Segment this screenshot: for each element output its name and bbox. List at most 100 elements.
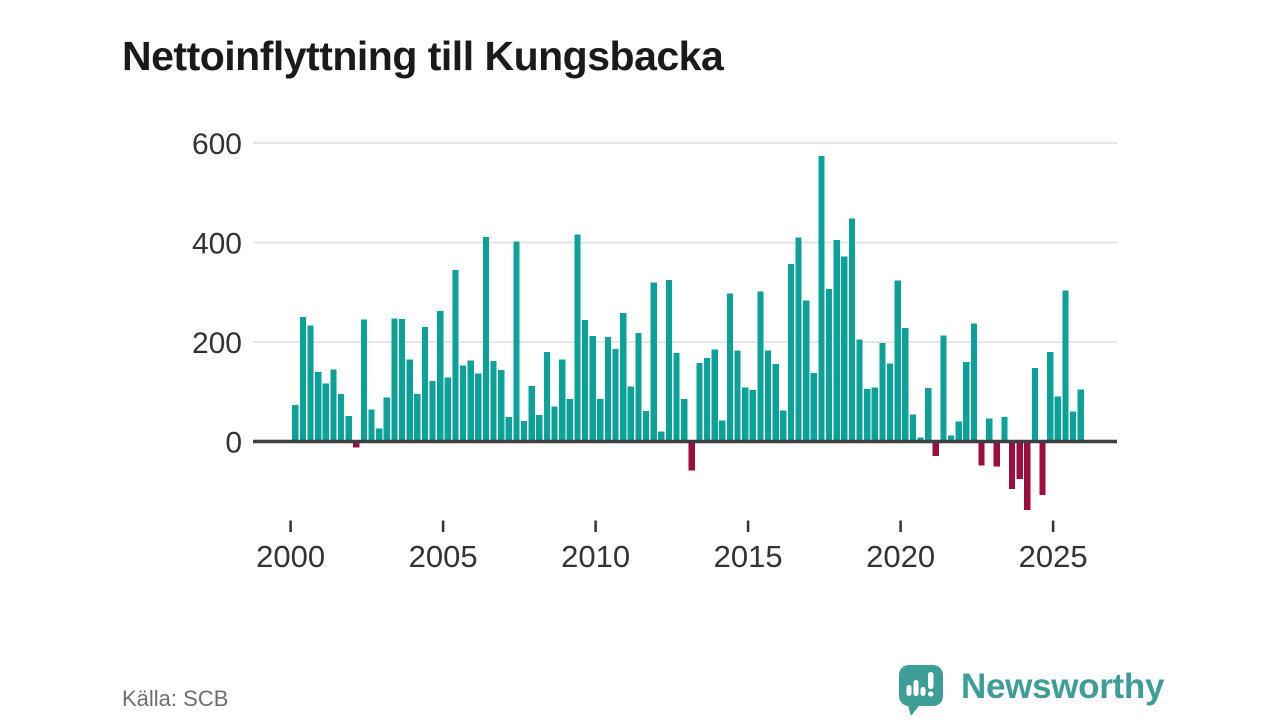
bar-84	[932, 441, 939, 456]
bar-26	[490, 360, 497, 442]
x-tick-label-2010: 2010	[561, 539, 630, 574]
bar-24	[475, 373, 482, 442]
bar-7	[345, 416, 352, 442]
bar-97	[1031, 367, 1039, 442]
bar-53	[696, 362, 703, 442]
bar-21	[452, 269, 459, 442]
bar-77	[879, 343, 886, 442]
y-tick-label-0: 0	[225, 427, 242, 460]
bar-10	[368, 409, 375, 442]
bar-36	[566, 399, 573, 442]
bar-65	[787, 263, 795, 442]
bar-102	[1069, 411, 1077, 442]
bar-62	[764, 350, 772, 442]
bar-96	[1024, 441, 1031, 511]
bar-90	[978, 441, 985, 466]
bar-82	[917, 437, 924, 442]
bar-68	[810, 372, 817, 442]
bar-1	[299, 317, 307, 442]
y-tick-label-600: 600	[192, 128, 242, 161]
y-tick-label-200: 200	[192, 327, 242, 360]
bar-66	[795, 237, 802, 442]
bar-18	[429, 380, 436, 442]
bar-48	[658, 431, 665, 442]
bar-92	[993, 441, 1000, 467]
bar-93	[1001, 417, 1008, 442]
bar-49	[665, 279, 673, 442]
bar-54	[703, 357, 711, 442]
bar-2	[307, 325, 314, 442]
bar-39	[589, 336, 596, 442]
bar-100	[1054, 396, 1061, 442]
bar-35	[559, 359, 566, 442]
bar-64	[780, 410, 787, 442]
bar-76	[871, 387, 878, 442]
bar-55	[711, 349, 718, 442]
newsworthy-logo: Newsworthy	[898, 664, 1164, 716]
bar-16	[414, 394, 421, 442]
bar-94	[1008, 441, 1016, 489]
bar-50	[673, 352, 680, 442]
bar-70	[825, 288, 833, 442]
bar-13	[391, 318, 398, 442]
bar-85	[940, 335, 947, 442]
bar-72	[841, 256, 848, 442]
bar-67	[803, 300, 810, 442]
bar-9	[360, 319, 368, 442]
bar-29	[513, 241, 520, 442]
bar-45	[635, 333, 642, 442]
bar-38	[581, 320, 589, 442]
bar-42	[612, 348, 619, 442]
x-tick-label-2025: 2025	[1019, 539, 1088, 574]
bar-4	[322, 383, 329, 442]
bar-40	[597, 399, 604, 442]
bar-81	[909, 414, 917, 442]
bar-52	[688, 441, 695, 471]
bar-25	[482, 237, 490, 442]
bar-17	[421, 327, 429, 442]
bar-27	[498, 369, 505, 442]
bar-57	[726, 293, 734, 442]
bar-28	[505, 417, 512, 442]
bar-61	[757, 291, 764, 442]
bar-87	[955, 421, 962, 442]
bar-32	[536, 415, 543, 442]
bar-5	[330, 369, 337, 442]
bar-44	[627, 386, 634, 442]
bar-0	[292, 405, 299, 442]
brand-name: Newsworthy	[961, 666, 1165, 706]
bar-8	[353, 441, 360, 448]
speech-bubble-bar-chart-icon	[899, 665, 943, 716]
bar-71	[833, 240, 840, 442]
x-tick-label-2005: 2005	[409, 539, 478, 574]
bar-58	[734, 350, 741, 442]
bar-41	[604, 337, 612, 442]
bar-88	[963, 361, 970, 442]
x-tick-label-2000: 2000	[256, 539, 325, 574]
bar-63	[772, 363, 779, 442]
bar-37	[574, 234, 581, 442]
y-tick-label-400: 400	[192, 228, 242, 261]
bar-6	[337, 394, 345, 442]
bar-91	[986, 418, 993, 442]
bar-83	[925, 387, 932, 442]
bar-47	[650, 282, 657, 442]
x-tick-label-2015: 2015	[714, 539, 783, 574]
bar-79	[894, 280, 901, 442]
bar-11	[376, 428, 383, 442]
bar-34	[551, 406, 558, 442]
bar-99	[1047, 351, 1054, 442]
chart-title: Nettoinflyttning till Kungsbacka	[122, 33, 724, 80]
bar-80	[902, 328, 909, 442]
bar-101	[1062, 290, 1069, 442]
bar-15	[406, 359, 413, 442]
bar-23	[467, 360, 474, 442]
bar-75	[864, 388, 871, 442]
bar-3	[315, 371, 322, 442]
bar-74	[856, 339, 863, 442]
bar-89	[970, 323, 978, 442]
bar-33	[543, 351, 551, 442]
bar-60	[749, 389, 756, 442]
